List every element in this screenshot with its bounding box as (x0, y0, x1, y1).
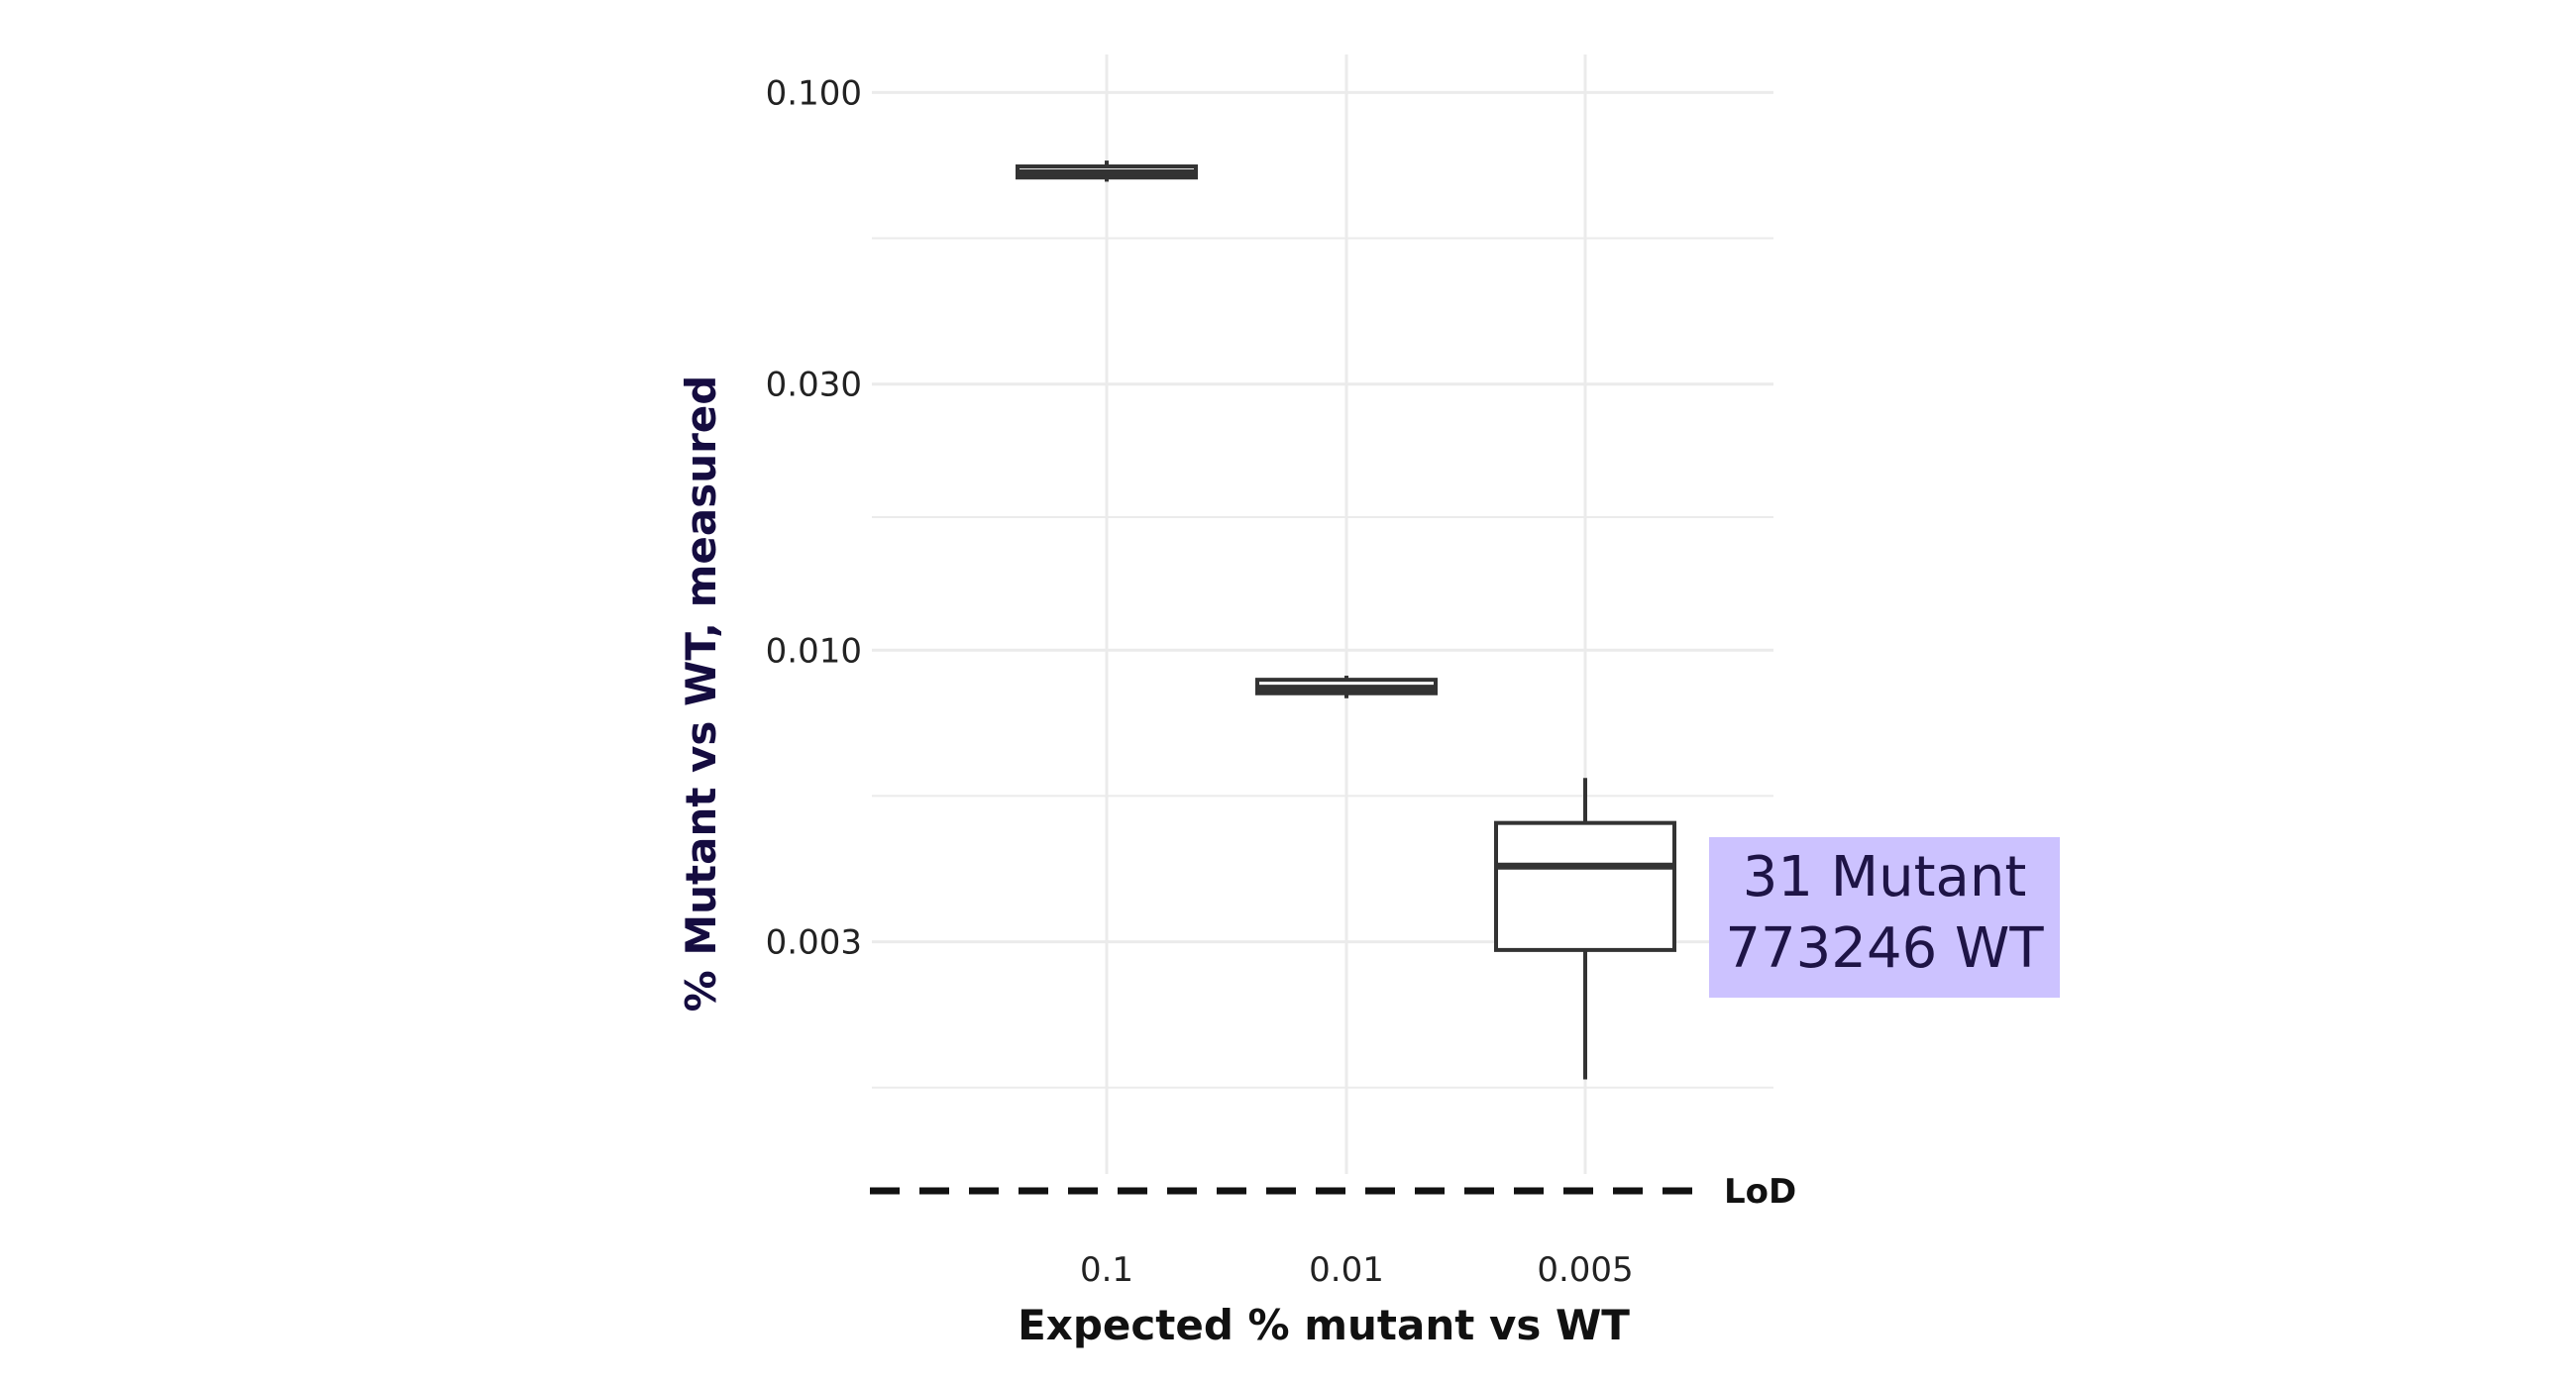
box-iqr (1494, 820, 1676, 952)
y-tick-label: 0.030 (766, 366, 862, 405)
grid (872, 54, 1773, 1174)
annotation-box (1709, 837, 2060, 998)
x-tick-label: 0.005 (1537, 1250, 1633, 1290)
axis-ticks: 0.003 0.010 0.030 0.100 0.1 0.01 0.005 (766, 73, 1634, 1290)
x-tick-label: 0.01 (1309, 1250, 1384, 1290)
boxplot-0_1 (1016, 160, 1198, 182)
lod-group: LoD (870, 1172, 1796, 1212)
x-tick-label: 0.1 (1080, 1250, 1133, 1290)
y-tick-label: 0.100 (766, 73, 862, 113)
boxplot-0_005 (1494, 778, 1676, 1080)
annotation-line-mutant: 31 Mutant (1743, 845, 2027, 909)
y-axis-title: % Mutant vs WT, measured (677, 375, 725, 1013)
lod-label: LoD (1724, 1172, 1796, 1212)
boxplot-0_01 (1255, 676, 1438, 698)
boxplots (1016, 160, 1676, 1080)
annotation-line-wt: 773246 WT (1725, 916, 2044, 981)
x-axis-title: Expected % mutant vs WT (1018, 1301, 1630, 1349)
y-tick-label: 0.003 (766, 923, 862, 963)
y-tick-label: 0.010 (766, 631, 862, 671)
annotation: 31 Mutant 773246 WT (1709, 837, 2060, 998)
